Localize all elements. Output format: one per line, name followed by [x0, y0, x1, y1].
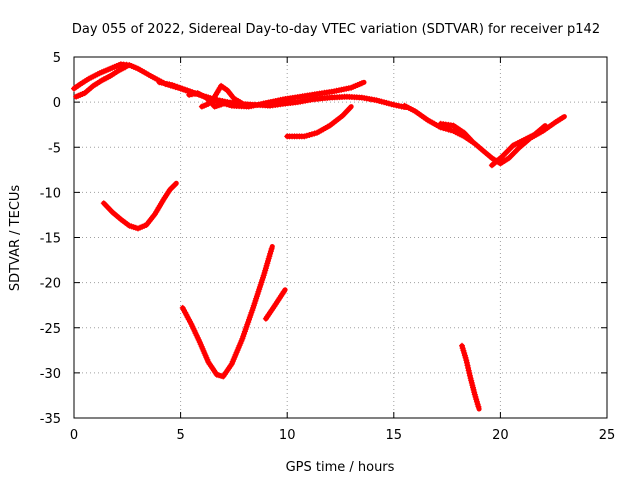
data-point: [239, 100, 246, 107]
x-tick-label: 25: [599, 428, 616, 443]
data-series: [71, 61, 567, 412]
data-point: [464, 362, 471, 369]
gridlines: [74, 57, 607, 418]
series-arc-m: [459, 342, 482, 412]
plot-frame: [73, 56, 608, 419]
data-point: [122, 64, 129, 71]
chart-title: Day 055 of 2022, Sidereal Day-to-day VTE…: [72, 22, 600, 37]
data-point: [303, 132, 310, 139]
data-point: [184, 87, 191, 94]
data-point: [171, 82, 178, 89]
data-point: [540, 124, 547, 131]
data-point: [466, 372, 473, 379]
data-point: [466, 370, 473, 377]
x-tick-label: 0: [70, 428, 78, 443]
data-point: [463, 357, 470, 364]
data-point: [346, 105, 353, 112]
series-arc-h: [437, 120, 476, 145]
x-tick-label: 20: [492, 428, 509, 443]
y-tick-label: -10: [40, 186, 61, 201]
data-point: [268, 245, 275, 252]
data-point: [468, 137, 474, 143]
y-tick-label: -15: [40, 232, 61, 247]
data-point: [465, 365, 472, 371]
x-tick-label: 10: [279, 428, 296, 443]
data-point: [186, 91, 193, 98]
y-tick-label: 0: [53, 96, 61, 111]
series-arc-g: [401, 102, 567, 167]
series-band: [101, 180, 179, 231]
x-tick-label: 15: [386, 428, 403, 443]
data-point: [475, 403, 482, 410]
data-point: [559, 114, 566, 121]
series-arc-b: [73, 63, 130, 100]
axis-ticks: 0 5 10 15 20 25 5 0 -5 -10 -15 -20 -25 -30 -35: [40, 51, 616, 443]
y-tick-label: -20: [40, 277, 61, 292]
y-tick-label: -30: [40, 367, 61, 382]
data-point: [447, 127, 454, 134]
data-point: [158, 79, 165, 86]
data-point: [171, 181, 178, 188]
x-axis-label: GPS time / hours: [286, 460, 395, 475]
y-tick-label: 5: [53, 51, 61, 66]
data-point: [463, 359, 470, 366]
data-point: [390, 101, 397, 108]
series-arc-i: [488, 123, 548, 169]
series-arc-k: [179, 244, 275, 380]
y-axis-label: SDTVAR / TECUs: [8, 185, 23, 292]
series-arc-e: [186, 90, 226, 110]
series-arc-l: [262, 287, 288, 322]
series-arc-f: [284, 104, 354, 140]
data-point: [226, 102, 233, 108]
data-point: [280, 288, 287, 295]
data-point: [166, 81, 173, 88]
series-arc-j: [100, 180, 179, 232]
data-point: [176, 84, 183, 91]
data-point: [179, 85, 186, 92]
data-point: [308, 131, 315, 138]
x-tick-label: 5: [176, 428, 184, 443]
data-point: [189, 91, 195, 98]
y-tick-label: -5: [48, 141, 61, 156]
y-tick-label: -25: [40, 322, 61, 337]
series-arc-d: [198, 82, 248, 110]
data-point: [218, 101, 225, 108]
data-point: [358, 80, 365, 87]
data-point: [395, 102, 402, 109]
y-tick-label: -35: [40, 412, 61, 427]
series-band: [180, 244, 275, 379]
